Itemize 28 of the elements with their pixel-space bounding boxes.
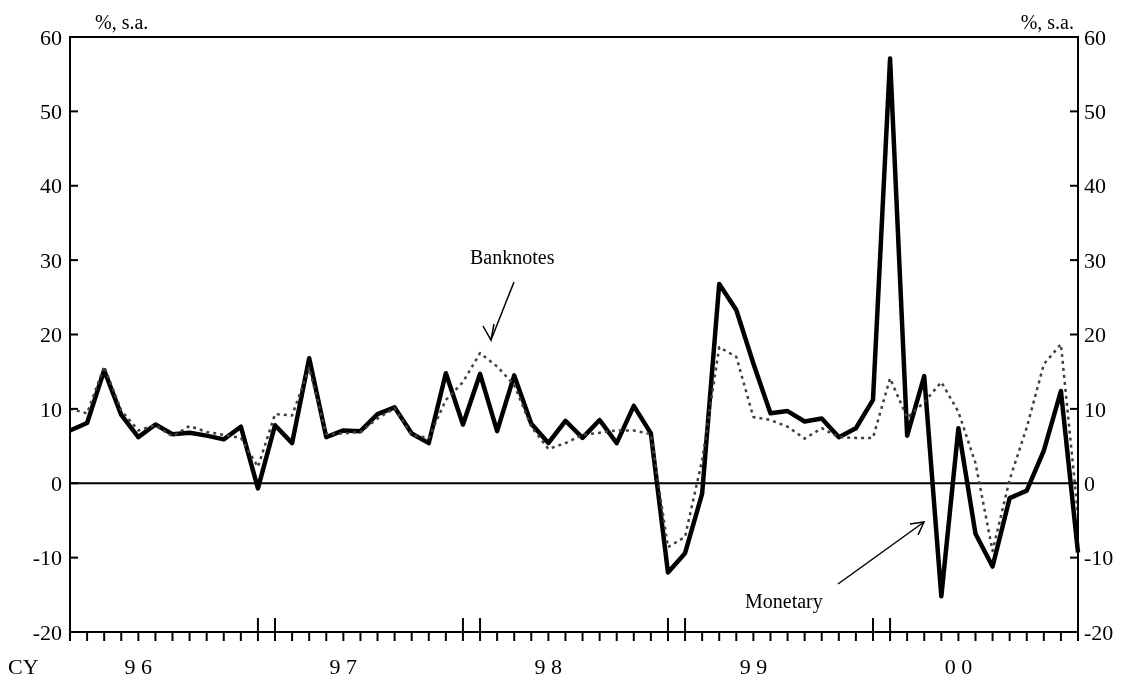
y-axis-title: %, s.a. [95, 11, 149, 33]
y2-tick-label: -10 [1084, 545, 1114, 571]
x-tick-label: 9 8 [534, 654, 563, 679]
y2-tick-label: 60 [1084, 24, 1106, 50]
y-tick-label: 60 [40, 24, 62, 50]
y2-tick-label: 10 [1084, 396, 1106, 422]
y2-tick-label: 50 [1084, 99, 1106, 125]
annotation: Monetary [745, 590, 823, 613]
y2-tick-label: 0 [1084, 470, 1095, 496]
y-tick-label: 0 [51, 470, 62, 496]
x-axis-title: CY [8, 654, 39, 679]
y2-tick-label: -20 [1084, 619, 1114, 645]
x-tick-label: 0 0 [944, 654, 973, 679]
x-tick-label: 9 6 [124, 654, 153, 679]
y2-tick-label: 40 [1084, 173, 1106, 199]
y2-axis-title: %, s.a. [1020, 11, 1074, 33]
y-tick-label: -10 [32, 545, 62, 571]
y-tick-label: 30 [40, 247, 62, 273]
y2-tick-label: 30 [1084, 247, 1106, 273]
y-tick-label: -20 [32, 619, 62, 645]
y-tick-label: 50 [40, 99, 62, 125]
y-tick-label: 40 [40, 173, 62, 199]
x-tick-label: 9 9 [739, 654, 768, 679]
y-tick-label: 10 [40, 396, 62, 422]
y2-tick-label: 20 [1084, 322, 1106, 348]
y-tick-label: 20 [40, 322, 62, 348]
x-tick-label: 9 7 [329, 654, 358, 679]
annotation: Banknotes [470, 246, 555, 268]
